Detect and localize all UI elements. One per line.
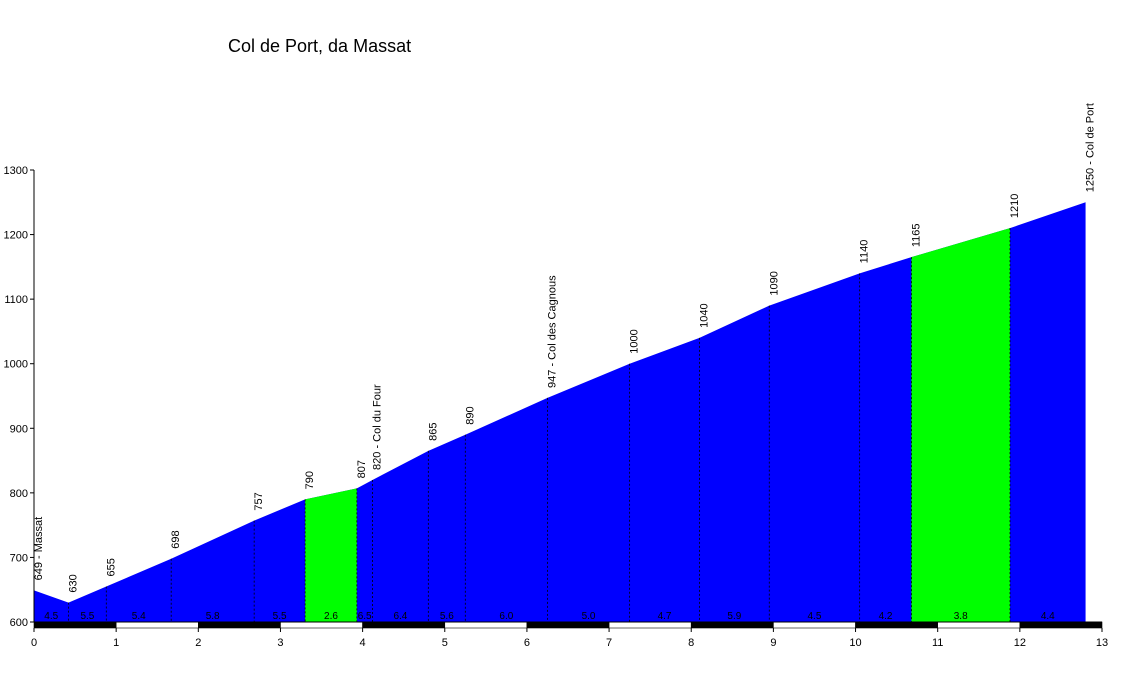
distance-bar-segment	[937, 621, 1021, 629]
gradient-label: 4.7	[658, 611, 672, 622]
gradient-label: 5.8	[206, 611, 220, 622]
distance-bar-segment	[444, 621, 528, 629]
chart-title: Col de Port, da Massat	[228, 36, 411, 56]
point-label: 1090	[768, 271, 780, 295]
distance-bar-segment	[690, 621, 774, 629]
x-tick-label: 3	[277, 637, 283, 649]
distance-bar-segment	[198, 621, 281, 629]
distance-bar-segment	[608, 621, 692, 629]
point-label: 1140	[859, 240, 871, 264]
gradient-label: 4.5	[808, 611, 822, 622]
x-tick-label: 10	[849, 637, 861, 649]
distance-bar-segment	[115, 621, 199, 629]
point-label: 1040	[698, 303, 710, 327]
gradient-label: 6.4	[393, 611, 407, 622]
gradient-label: 4.5	[44, 611, 58, 622]
x-tick-label: 4	[360, 637, 366, 649]
point-label: 649 - Massat	[33, 517, 45, 581]
profile-area-layer	[34, 202, 1086, 623]
point-label: 1165	[910, 224, 922, 248]
point-label: 655	[105, 558, 117, 576]
y-tick-label: 1200	[4, 230, 28, 242]
distance-bar-segment	[280, 621, 363, 629]
point-label: 790	[304, 471, 316, 489]
gradient-label: 6.0	[499, 611, 513, 622]
x-tick-label: 2	[195, 637, 201, 649]
gradient-label: 2.6	[324, 611, 338, 622]
y-tick-label: 600	[10, 617, 28, 629]
y-tick-label: 900	[10, 423, 28, 435]
gradient-labels-layer: 4.5 5.5 5.4 5.8 5.5 2.6 6.5 6.4 5.6 6.0 5.0 4.7 5.9 4…	[44, 611, 1055, 622]
distance-bar-segment	[33, 621, 117, 629]
point-label: 698	[170, 530, 182, 548]
y-tick-label: 700	[10, 552, 28, 564]
x-tick-label: 5	[442, 637, 448, 649]
gradient-label: 5.9	[727, 611, 741, 622]
y-tick-label: 800	[10, 488, 28, 500]
gradient-label: 5.5	[273, 611, 287, 622]
distance-bar-segment	[1019, 621, 1103, 629]
profile-area	[34, 202, 1086, 623]
x-tick-label: 1	[113, 637, 119, 649]
point-label: 1250 - Col de Port	[1085, 103, 1097, 192]
point-label: 807	[356, 460, 368, 478]
distance-bar-segment	[855, 621, 938, 629]
highlight-layer	[305, 228, 1010, 622]
point-label: 1210	[1009, 194, 1021, 218]
x-tick-label: 12	[1014, 637, 1026, 649]
gradient-label: 4.4	[1041, 611, 1055, 622]
gradient-label: 5.4	[132, 611, 146, 622]
gradient-label: 5.0	[582, 611, 596, 622]
x-tick-label: 9	[770, 637, 776, 649]
waypoint-lines-layer	[68, 228, 1011, 622]
distance-bar-segment	[362, 621, 446, 629]
point-label: 820 - Col du Four	[371, 384, 383, 470]
x-tick-label: 13	[1096, 637, 1108, 649]
y-tick-label: 1300	[4, 165, 28, 177]
highlight-segment	[305, 488, 357, 622]
gradient-label: 6.5	[358, 611, 372, 622]
point-labels-layer: 649 - Massat 630 655 698 757 790 807 820 - Col …	[33, 103, 1097, 593]
x-tick-label: 0	[31, 637, 37, 649]
distance-bar-segment	[526, 621, 610, 629]
distance-bar-segment	[773, 621, 856, 629]
point-label: 1000	[629, 329, 641, 353]
x-tick-label: 11	[932, 637, 943, 649]
x-tick-label: 7	[606, 637, 612, 649]
point-label: 757	[253, 492, 265, 510]
gradient-label: 5.6	[440, 611, 454, 622]
point-label: 947 - Col des Cagnous	[546, 275, 558, 388]
y-tick-label: 1000	[4, 359, 28, 371]
point-label: 630	[68, 574, 80, 592]
gradient-label: 4.2	[879, 611, 893, 622]
x-tick-label: 8	[688, 637, 694, 649]
gradient-label: 3.8	[954, 611, 968, 622]
x-tick-label: 6	[524, 637, 530, 649]
point-label: 890	[464, 406, 476, 424]
highlight-segment	[911, 228, 1010, 622]
y-tick-label: 1100	[4, 294, 28, 306]
distance-bar-layer	[33, 621, 1103, 629]
gradient-label: 5.5	[80, 611, 94, 622]
point-label: 865	[427, 423, 439, 441]
